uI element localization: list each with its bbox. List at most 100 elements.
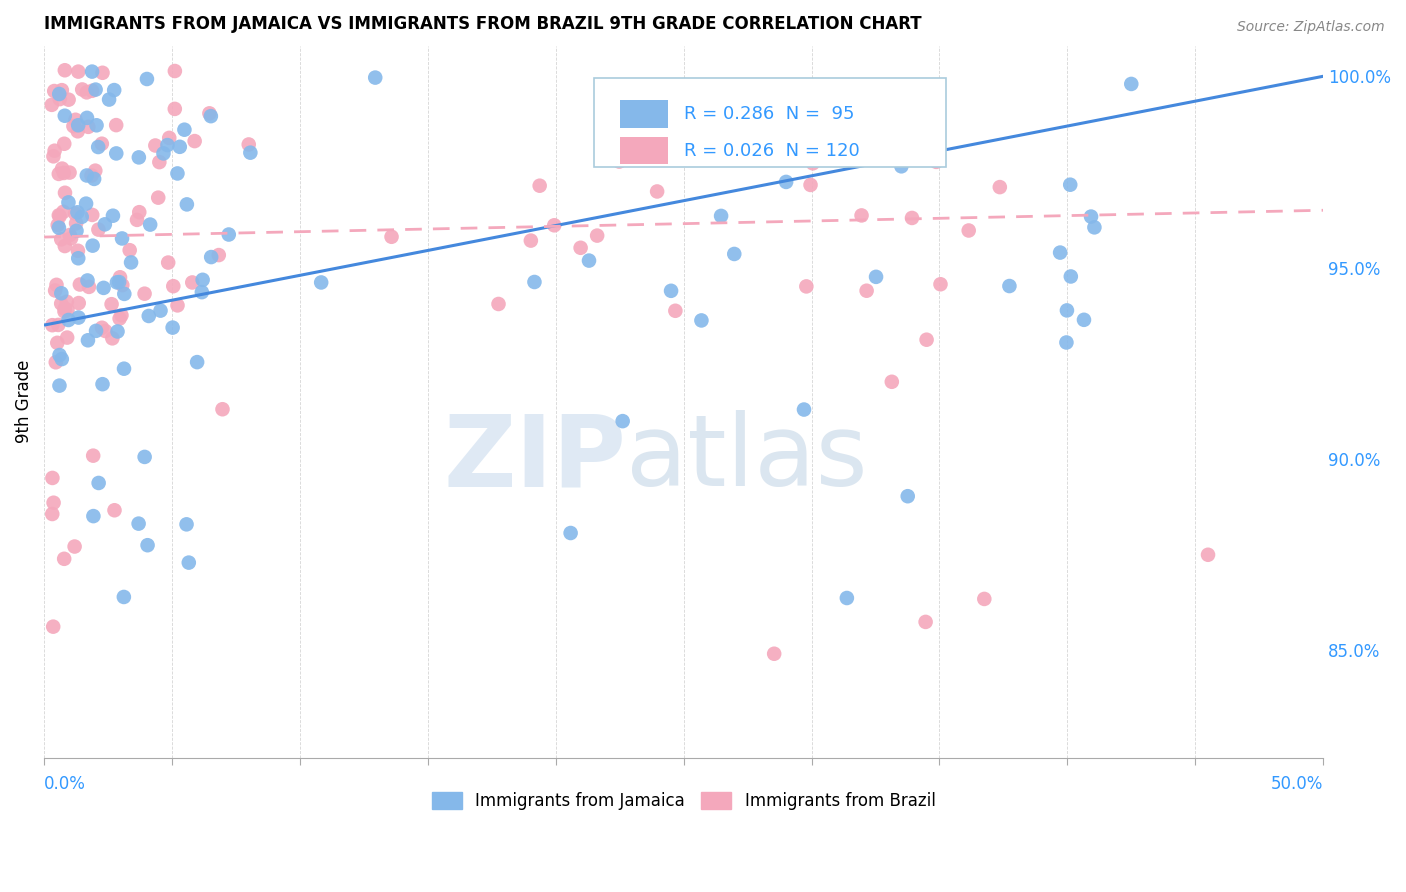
Point [173,122,195,136]
Point [62,119,84,133]
Bar [620,137,668,164]
Point [48,220,70,235]
Point [139,218,162,232]
Point [101,209,124,223]
Point [136,72,159,87]
Point [66,124,89,138]
Y-axis label: 9th Grade: 9th Grade [15,360,32,443]
Point [152,146,174,161]
Point [560,526,582,541]
Point [998,279,1021,293]
Point [645,149,668,163]
Point [77,333,100,347]
Point [77,120,100,134]
Point [239,145,262,160]
Point [76,169,98,183]
Point [67,64,90,78]
Point [76,86,98,100]
Point [200,250,222,264]
Point [42,149,65,163]
Point [67,252,90,266]
Point [128,516,150,531]
Point [163,102,186,116]
Point [75,196,97,211]
Point [67,118,90,132]
Text: 50.0%: 50.0% [1271,775,1323,794]
Point [200,109,222,123]
Point [914,615,936,629]
Point [163,64,186,78]
Point [143,138,166,153]
Point [897,489,920,503]
Point [51,296,73,310]
Point [70,210,93,224]
Point [523,275,546,289]
Point [1054,335,1077,350]
Point [53,551,76,566]
Text: ZIP: ZIP [443,410,626,508]
Point [48,378,70,392]
Point [645,185,668,199]
Point [65,112,87,127]
Point [46,218,69,232]
Point [65,224,87,238]
Text: R = 0.026  N = 120: R = 0.026 N = 120 [683,142,859,160]
Point [59,227,82,242]
Point [105,118,128,132]
Point [63,206,86,220]
Point [799,178,821,192]
Point [111,278,134,293]
Point [84,324,107,338]
Point [76,273,98,287]
Point [183,134,205,148]
Point [890,159,912,173]
Point [148,191,170,205]
Point [41,318,63,333]
Point [612,414,634,428]
Point [191,273,214,287]
Point [543,219,565,233]
Point [157,131,180,145]
Point [107,325,129,339]
Point [52,204,75,219]
Point [723,247,745,261]
Point [1083,220,1105,235]
Point [52,166,75,180]
Point [578,253,600,268]
Point [865,269,887,284]
Point [56,330,79,344]
Point [1060,269,1083,284]
Point [118,243,141,257]
Point [659,284,682,298]
Point [488,297,510,311]
Point [586,228,609,243]
Point [53,186,76,200]
Point [166,166,188,180]
Legend: Immigrants from Jamaica, Immigrants from Brazil: Immigrants from Jamaica, Immigrants from… [425,786,942,817]
Point [100,297,122,311]
Point [929,277,952,292]
Point [91,66,114,80]
Point [1073,313,1095,327]
Point [83,172,105,186]
Point [128,150,150,164]
Point [45,277,67,292]
Point [53,136,76,151]
Point [664,303,686,318]
Point [851,209,873,223]
Point [55,294,77,309]
Point [793,402,815,417]
Point [801,156,824,170]
Text: atlas: atlas [626,410,868,508]
Point [120,255,142,269]
Point [87,140,110,154]
Text: R = 0.286  N =  95: R = 0.286 N = 95 [683,105,853,123]
Point [53,63,76,78]
Point [41,507,63,521]
Point [1080,210,1102,224]
Point [48,209,70,223]
Point [176,517,198,532]
Point [91,377,114,392]
Point [211,402,233,417]
Point [238,137,260,152]
